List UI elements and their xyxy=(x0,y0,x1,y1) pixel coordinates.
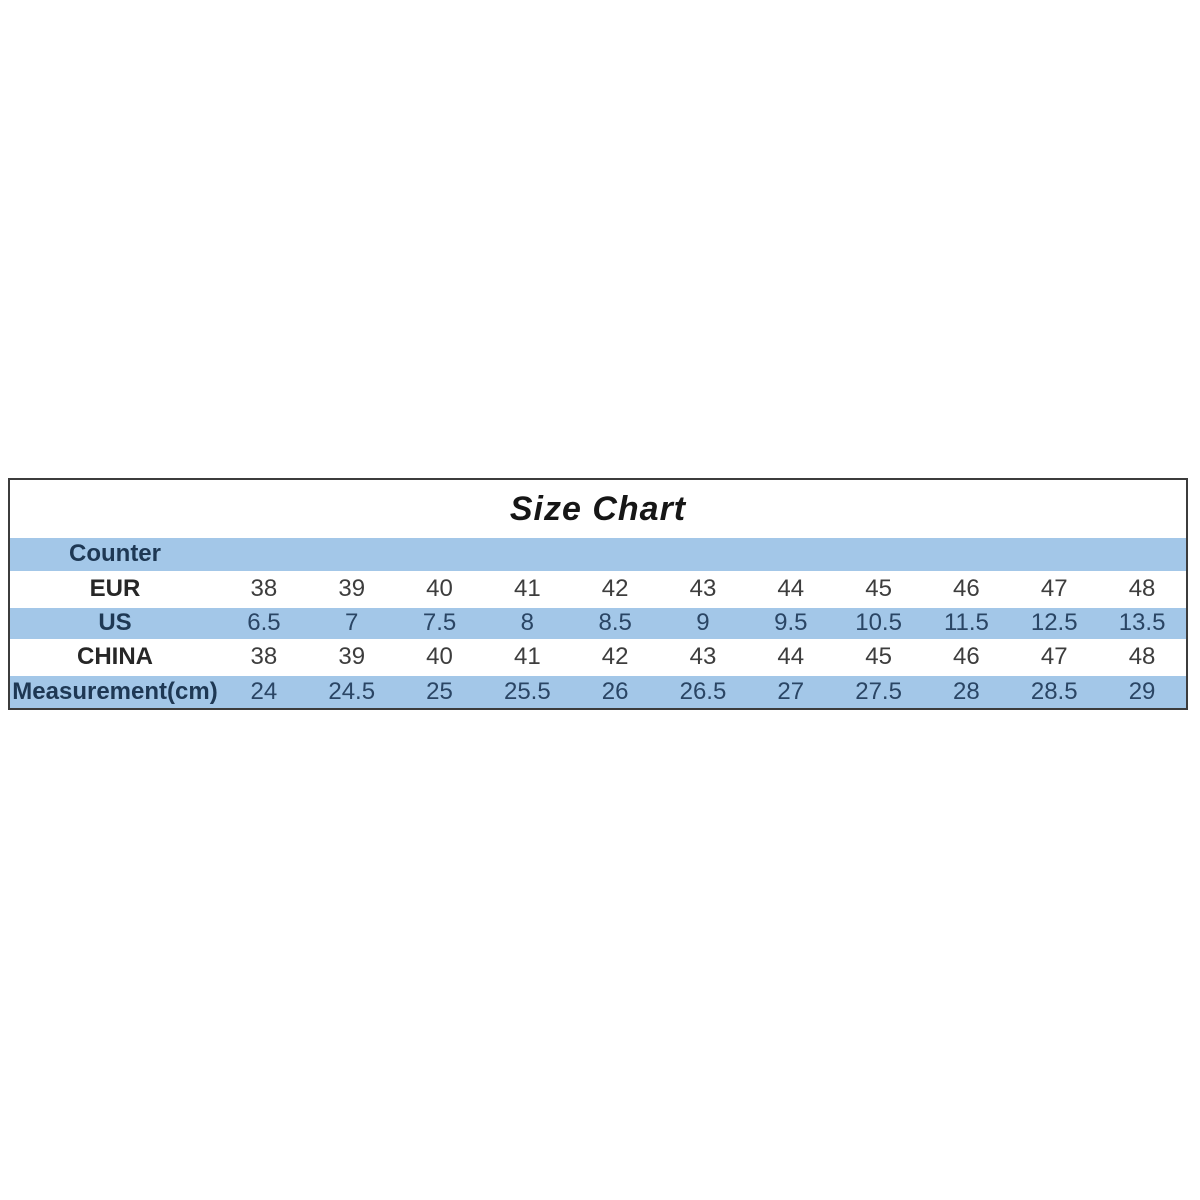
size-cell: 44 xyxy=(746,640,835,676)
size-cell: 45 xyxy=(834,640,923,676)
row-label: Measurement(cm) xyxy=(12,677,218,705)
size-cell: 10.5 xyxy=(834,606,923,642)
size-chart-table: Size Chart Counter EUR 38 39 40 41 42 43 44 45 46 4… xyxy=(8,478,1188,710)
size-cell: 40 xyxy=(395,572,484,608)
row-label: CHINA xyxy=(10,640,220,676)
row-label: Counter xyxy=(10,538,220,574)
size-cell: 29 xyxy=(1128,677,1156,705)
size-cell: 25.5 xyxy=(503,677,551,705)
size-cell: 24 xyxy=(250,677,278,705)
size-cell: 39 xyxy=(307,572,396,608)
size-cell: 39 xyxy=(307,640,396,676)
size-cell: 48 xyxy=(1098,640,1186,676)
size-cell: 28 xyxy=(953,677,980,705)
size-cell: 8.5 xyxy=(571,606,660,642)
size-cell: 28.5 xyxy=(1030,677,1078,705)
size-cell: 7 xyxy=(307,606,396,642)
size-cell: 43 xyxy=(659,640,747,676)
size-cell: 40 xyxy=(395,640,484,676)
size-cell: 13.5 xyxy=(1098,606,1186,642)
size-cell: 9 xyxy=(659,606,747,642)
size-cell: 38 xyxy=(220,640,308,676)
size-cell: 26 xyxy=(601,677,629,705)
size-cell: 8 xyxy=(483,606,572,642)
size-cell: 48 xyxy=(1098,572,1186,608)
size-cell: 47 xyxy=(1010,572,1099,608)
size-cell: 7.5 xyxy=(395,606,484,642)
size-cell: 46 xyxy=(922,572,1011,608)
size-cell: 27.5 xyxy=(855,677,902,705)
size-cell: 11.5 xyxy=(922,606,1011,642)
row-label: EUR xyxy=(10,572,220,608)
size-cell: 24.5 xyxy=(328,677,376,705)
size-cell: 44 xyxy=(746,572,835,608)
table-row: US 6.5 7 7.5 8 8.5 9 9.5 10.5 11.5 12.5 13.5 xyxy=(10,606,1186,642)
table-row: CHINA 38 39 40 41 42 43 44 45 46 47 48 xyxy=(10,640,1186,676)
size-cell: 47 xyxy=(1010,640,1099,676)
size-cell: 42 xyxy=(571,572,660,608)
empty-cell xyxy=(220,538,1186,574)
size-cell: 41 xyxy=(483,572,572,608)
table-row: Counter xyxy=(10,538,1186,574)
size-cell: 12.5 xyxy=(1010,606,1099,642)
size-cell: 42 xyxy=(571,640,660,676)
size-cell: 27 xyxy=(777,677,805,705)
row-label: US xyxy=(10,606,220,642)
size-cell: 43 xyxy=(659,572,747,608)
size-cell: 25 xyxy=(426,677,453,705)
table-row: EUR 38 39 40 41 42 43 44 45 46 47 48 xyxy=(10,572,1186,608)
size-cell: 45 xyxy=(834,572,923,608)
size-table: Counter EUR 38 39 40 41 42 43 44 45 46 47 48 US 6.5 7 7.… xyxy=(10,538,1186,708)
table-row: Measurement(cm) 24 24.5 25 25.5 26 26.5 27 27.5 2… xyxy=(10,674,1186,708)
size-cell: 41 xyxy=(483,640,572,676)
size-cell: 38 xyxy=(220,572,308,608)
size-table-body: Counter EUR 38 39 40 41 42 43 44 45 46 47 48 US 6.5 7 7.… xyxy=(10,538,1186,708)
size-cell: 9.5 xyxy=(746,606,835,642)
size-cell: 46 xyxy=(922,640,1011,676)
size-cell: 6.5 xyxy=(220,606,308,642)
size-chart-title: Size Chart xyxy=(10,480,1186,538)
size-cell: 26.5 xyxy=(679,677,727,705)
